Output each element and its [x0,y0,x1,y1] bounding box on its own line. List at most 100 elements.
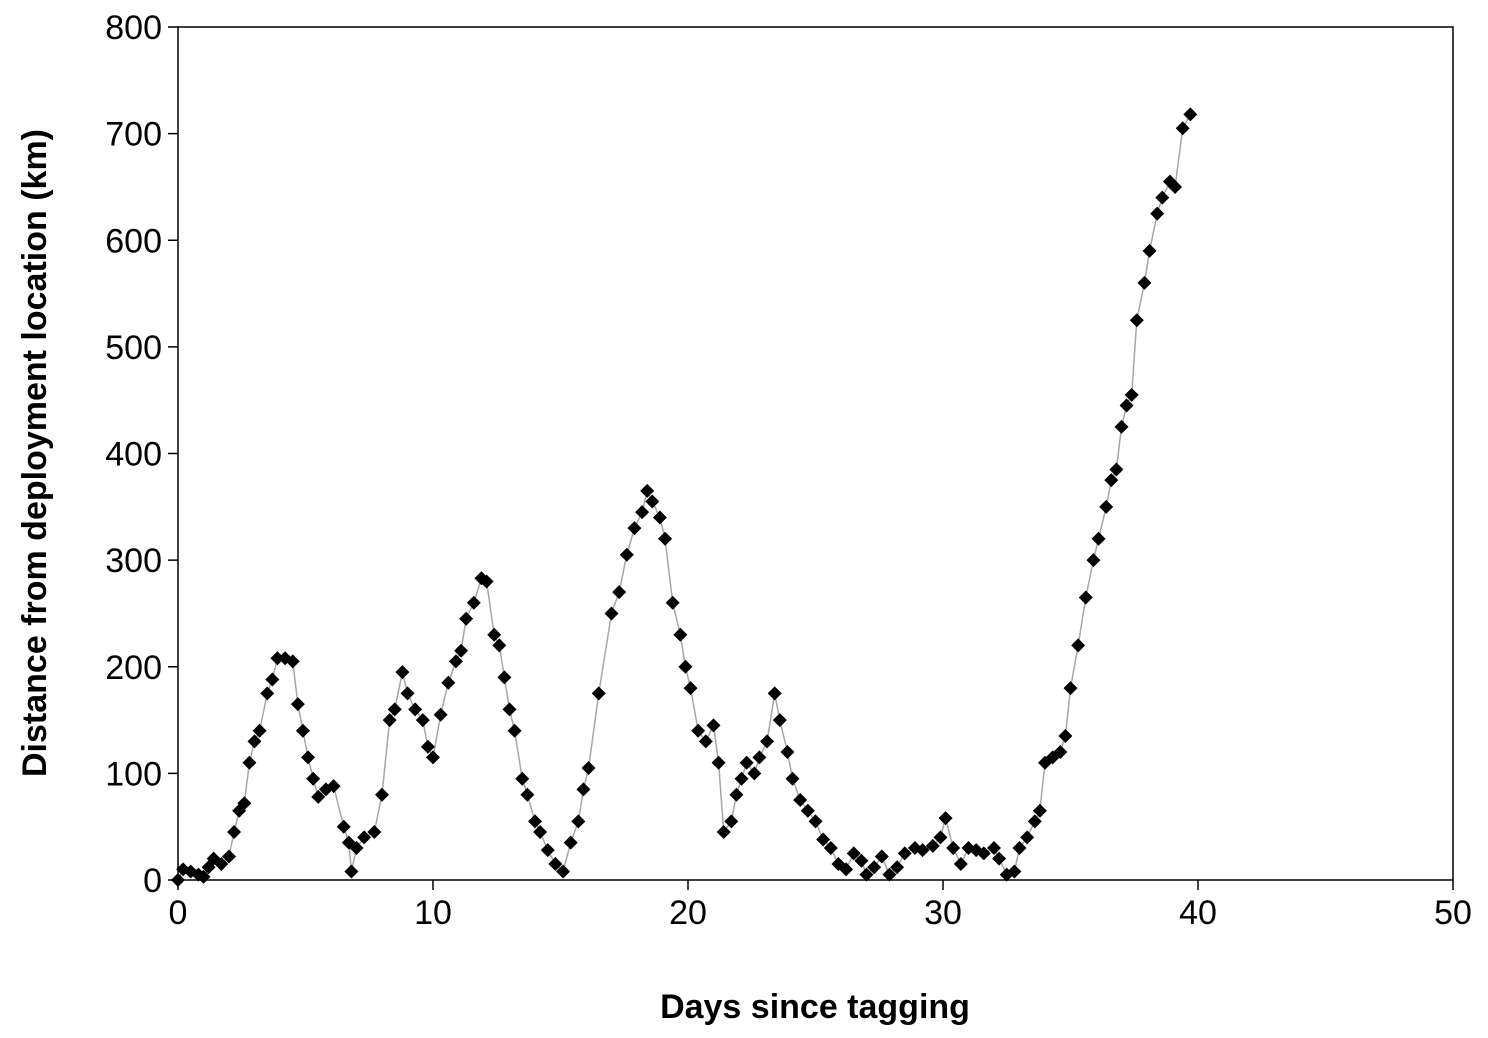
data-point [724,814,739,829]
data-point [1129,313,1144,328]
data-point [290,697,305,712]
data-point [846,846,861,861]
data-point [196,869,211,884]
data-point [487,627,502,642]
data-point [1142,243,1157,258]
data-point [247,734,262,749]
data-point [785,771,800,786]
data-point [1155,190,1170,205]
data-point [698,734,713,749]
data-point [793,793,808,808]
data-point [563,835,578,850]
data-point [706,718,721,733]
x-tick-label: 20 [669,894,707,932]
data-point [767,686,782,701]
data-point [665,595,680,610]
x-axis-label: Days since tagging [660,988,970,1026]
data-point [933,830,948,845]
data-point [1137,275,1152,290]
data-point [433,707,448,722]
data-point [1183,107,1198,122]
data-point [1104,473,1119,488]
data-point [242,755,257,770]
data-point [507,723,522,738]
data-point [627,521,642,536]
data-point [252,723,267,738]
data-point [581,761,596,776]
data-point [395,665,410,680]
data-point [387,702,402,717]
data-point [658,531,673,546]
y-tick-label: 100 [105,755,162,793]
data-point [800,803,815,818]
data-point [576,782,591,797]
y-tick-label: 300 [105,542,162,580]
data-point [1109,462,1124,477]
data-point [678,659,693,674]
y-tick-label: 400 [105,436,162,474]
data-point [747,766,762,781]
data-point [839,862,854,877]
y-tick-label: 500 [105,329,162,367]
data-point [987,841,1001,856]
data-point [816,832,831,847]
data-point [295,723,310,738]
data-point [556,864,571,879]
data-point [1091,531,1106,546]
data-point [1032,803,1047,818]
y-tick-label: 0 [143,862,162,900]
data-point [874,849,889,864]
data-point [890,860,905,875]
data-point [859,867,874,882]
data-point [915,843,930,858]
x-tick-label: 30 [924,894,962,932]
data-point [867,860,882,875]
data-point [285,654,300,669]
data-point [673,627,688,642]
y-tick-label: 200 [105,649,162,687]
data-point [772,713,787,728]
data-point [1168,179,1183,194]
data-point [925,838,940,853]
data-point [683,681,698,696]
data-point [214,857,229,872]
data-point [897,846,912,861]
data-point [237,796,252,811]
data-point [367,825,382,840]
data-point [711,755,726,770]
data-point [1027,814,1042,829]
x-tick-label: 10 [414,894,452,932]
y-axis-label: Distance from deployment location (km) [16,129,54,777]
data-point [1119,398,1134,413]
data-point [1150,206,1165,221]
data-point [808,814,823,829]
data-point [441,675,456,690]
data-point [344,864,359,879]
x-tick-label: 50 [1434,894,1472,932]
data-point [571,814,586,829]
data-point [479,574,494,589]
data-point [976,846,991,861]
data-point [1063,681,1078,696]
data-point [854,853,869,868]
data-point [326,779,341,794]
data-point [729,787,744,802]
x-tick-label: 0 [169,894,188,932]
data-point [306,771,321,786]
data-point [739,755,754,770]
data-point [604,606,619,621]
data-point [752,750,767,765]
y-tick-label: 700 [105,116,162,154]
data-point [260,686,275,701]
data-point [1012,841,1027,856]
data-point [1053,745,1068,760]
data-point [946,841,961,856]
data-point [540,843,555,858]
x-tick-label: 40 [1179,894,1217,932]
data-point [1175,121,1190,136]
data-point [227,825,242,840]
data-point [311,789,326,804]
data-point [415,713,430,728]
data-point [992,851,1007,866]
data-point [408,702,423,717]
